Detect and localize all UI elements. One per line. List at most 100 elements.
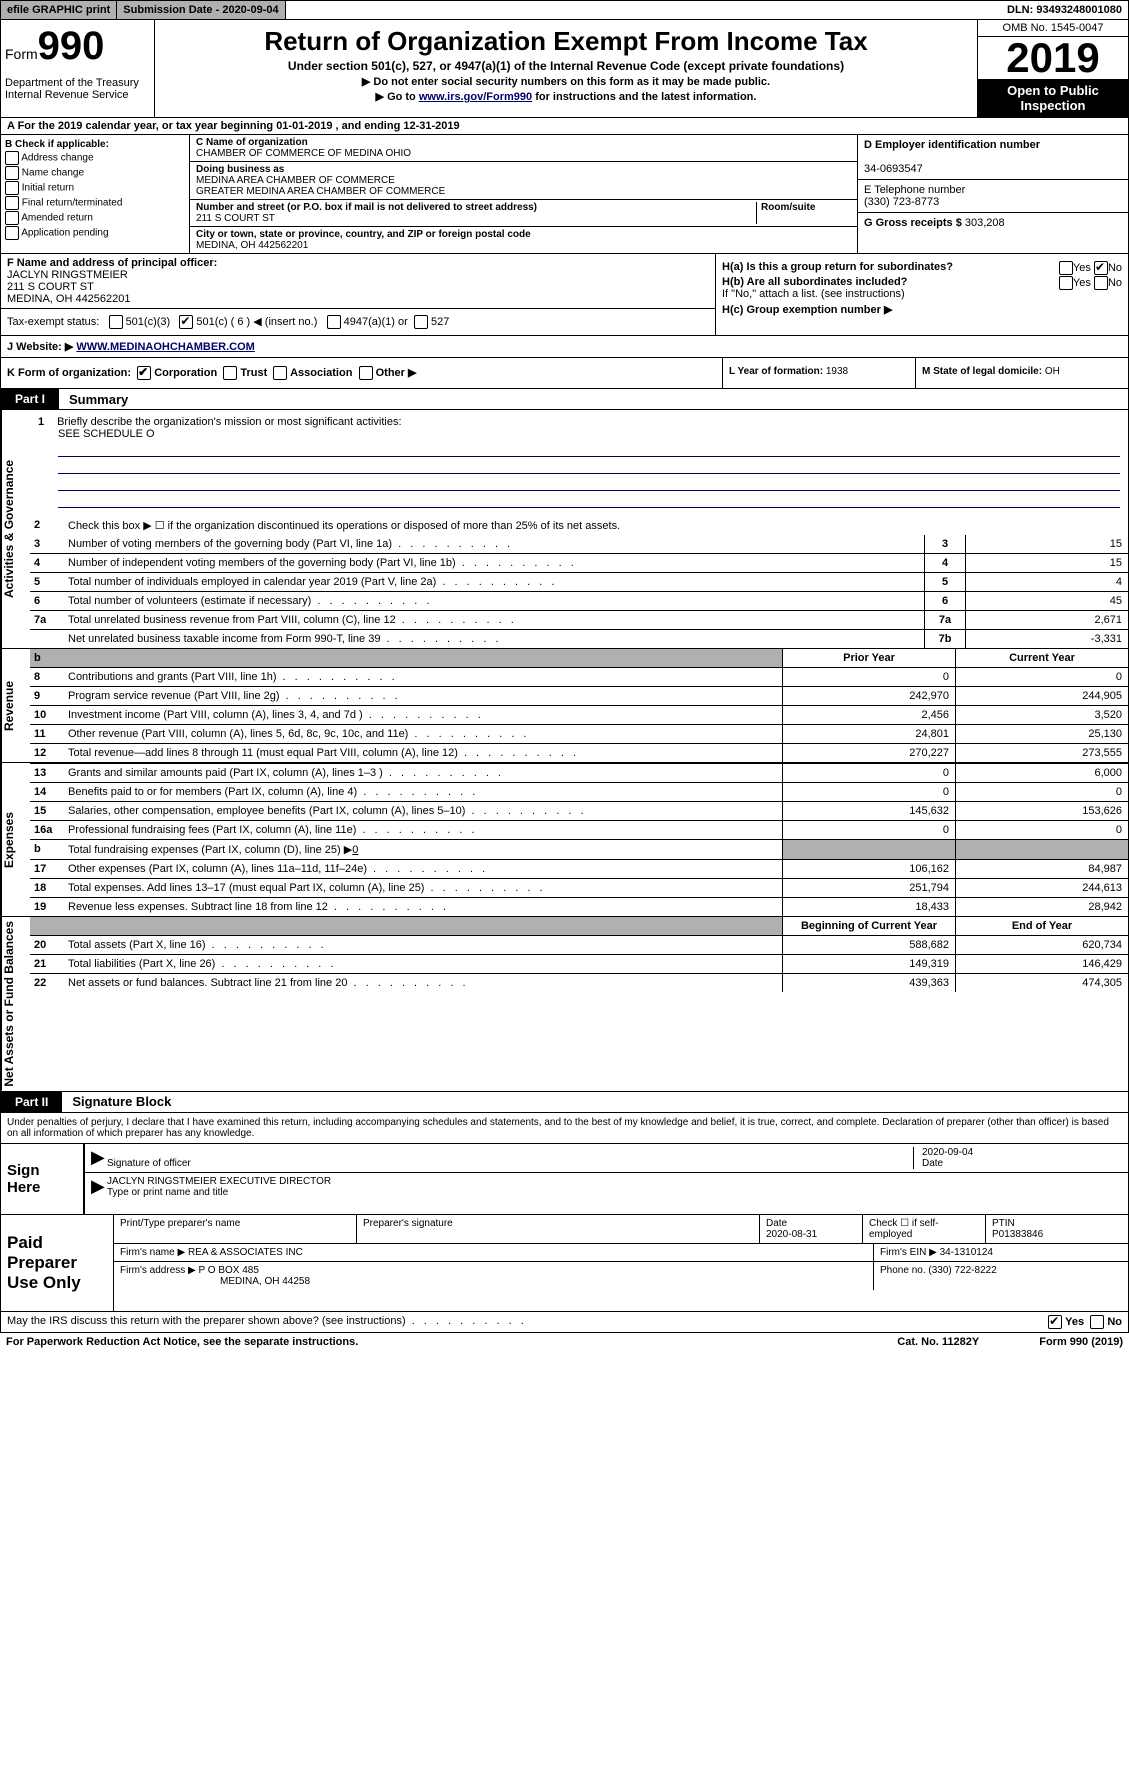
sign-here-label: Sign Here: [1, 1144, 85, 1214]
side-net-assets: Net Assets or Fund Balances: [1, 917, 30, 1091]
line-desc: Net unrelated business taxable income fr…: [64, 630, 924, 648]
part-2-tab: Part II: [1, 1092, 62, 1112]
footer: For Paperwork Reduction Act Notice, see …: [0, 1333, 1129, 1351]
current-year-value: 146,429: [955, 955, 1128, 973]
line-num: 14: [30, 783, 64, 801]
chk-label: Amended return: [21, 213, 93, 224]
submission-date-label: Submission Date -: [123, 4, 222, 16]
line-row: 13Grants and similar amounts paid (Part …: [30, 763, 1128, 782]
prior-year-value: 439,363: [782, 974, 955, 992]
line-row: 5Total number of individuals employed in…: [30, 572, 1128, 591]
line-desc: Grants and similar amounts paid (Part IX…: [64, 764, 782, 782]
line-value: 15: [965, 535, 1128, 553]
chk-501c[interactable]: [179, 315, 193, 329]
line-num: 10: [30, 706, 64, 724]
paid-preparer-section: Paid Preparer Use Only Print/Type prepar…: [0, 1215, 1129, 1312]
form-page: efile GRAPHIC print Submission Date - 20…: [0, 0, 1129, 1351]
chk-label: Application pending: [21, 228, 108, 239]
paperwork-notice: For Paperwork Reduction Act Notice, see …: [6, 1336, 358, 1348]
line-value: 15: [965, 554, 1128, 572]
officer-label: F Name and address of principal officer:: [7, 257, 217, 269]
ha-yes[interactable]: [1059, 261, 1073, 275]
chk-label: Final return/terminated: [22, 198, 123, 209]
line-row: 12Total revenue—add lines 8 through 11 (…: [30, 743, 1128, 762]
line-2: 2 Check this box ▶ ☐ if the organization…: [30, 516, 1128, 535]
line-num: 20: [30, 936, 64, 954]
part-2-title: Signature Block: [62, 1094, 171, 1109]
chk-application-pending[interactable]: Application pending: [5, 226, 185, 240]
org-name-label: C Name of organization: [196, 137, 851, 148]
part-1-title: Summary: [59, 392, 128, 407]
column-f-i: F Name and address of principal officer:…: [1, 254, 716, 335]
instructions-note: ▶ Go to www.irs.gov/Form990 for instruct…: [163, 90, 969, 103]
note2-pre: ▶ Go to: [376, 91, 419, 103]
line-ref: 3: [924, 535, 965, 553]
line-row: 4Number of independent voting members of…: [30, 553, 1128, 572]
form-number-box: Form990 Department of the Treasury Inter…: [1, 20, 155, 117]
side-governance: Activities & Governance: [1, 410, 30, 648]
hb-yes[interactable]: [1059, 276, 1073, 290]
firm-addr1: P O BOX 485: [199, 1265, 259, 1276]
side-revenue: Revenue: [1, 649, 30, 762]
line-row: 16aProfessional fundraising fees (Part I…: [30, 820, 1128, 839]
line-ref: 5: [924, 573, 965, 591]
subtitle: Under section 501(c), 527, or 4947(a)(1)…: [163, 59, 969, 73]
ha-no[interactable]: [1094, 261, 1108, 275]
officer-addr2: MEDINA, OH 442562201: [7, 293, 131, 305]
line-row: 10Investment income (Part VIII, column (…: [30, 705, 1128, 724]
self-emp-hdr: Check ☐ if self-employed: [863, 1215, 986, 1243]
hb-no[interactable]: [1094, 276, 1108, 290]
chk-initial-return[interactable]: Initial return: [5, 181, 185, 195]
line-num: 2: [30, 516, 64, 535]
prior-year-value: 106,162: [782, 860, 955, 878]
no-label: No: [1108, 277, 1122, 289]
line-desc: Total expenses. Add lines 13–17 (must eq…: [64, 879, 782, 897]
officer-name: JACLYN RINGSTMEIER: [7, 269, 128, 281]
line-num: 4: [30, 554, 64, 572]
chk-association[interactable]: [273, 366, 287, 380]
current-year-value: 153,626: [955, 802, 1128, 820]
chk-other[interactable]: [359, 366, 373, 380]
line-value: -3,331: [965, 630, 1128, 648]
line-num: 16a: [30, 821, 64, 839]
line-desc: Investment income (Part VIII, column (A)…: [64, 706, 782, 724]
form-word: Form: [5, 46, 38, 62]
chk-trust[interactable]: [223, 366, 237, 380]
sig-label: Signature of officer: [107, 1158, 191, 1169]
hb-note: If "No," attach a list. (see instruction…: [722, 288, 905, 300]
discuss-yes[interactable]: [1048, 1315, 1062, 1329]
efile-print-button[interactable]: efile GRAPHIC print: [1, 1, 117, 19]
h-c: H(c) Group exemption number ▶: [722, 303, 1122, 316]
gross-label: G Gross receipts $: [864, 217, 965, 229]
line-desc: Other expenses (Part IX, column (A), lin…: [64, 860, 782, 878]
city-label: City or town, state or province, country…: [196, 229, 851, 240]
sig-date: 2020-09-04Date: [913, 1147, 1122, 1169]
firm-addr-row: Firm's address ▶ P O BOX 485MEDINA, OH 4…: [114, 1262, 1128, 1290]
discuss-no[interactable]: [1090, 1315, 1104, 1329]
firm-name-cell: Firm's name ▶ REA & ASSOCIATES INC: [114, 1244, 874, 1261]
chk-final-return[interactable]: Final return/terminated: [5, 196, 185, 210]
chk-name-change[interactable]: Name change: [5, 166, 185, 180]
mission-label: Briefly describe the organization's miss…: [57, 416, 401, 428]
net-body: Beginning of Current Year End of Year 20…: [30, 917, 1128, 1091]
chk-501c3[interactable]: [109, 315, 123, 329]
chk-4947[interactable]: [327, 315, 341, 329]
line-num: 3: [30, 535, 64, 553]
chk-amended-return[interactable]: Amended return: [5, 211, 185, 225]
line-num: 15: [30, 802, 64, 820]
ein-value: 34-0693547: [864, 163, 923, 175]
chk-527[interactable]: [414, 315, 428, 329]
chk-label: Address change: [21, 153, 93, 164]
chk-corporation[interactable]: [137, 366, 151, 380]
website-link[interactable]: WWW.MEDINAOHCHAMBER.COM: [76, 341, 254, 353]
line-num: 5: [30, 573, 64, 591]
line-desc: Professional fundraising fees (Part IX, …: [64, 821, 782, 839]
instructions-link[interactable]: www.irs.gov/Form990: [419, 91, 532, 103]
date-hdr: Date: [766, 1218, 787, 1229]
ein-cell: D Employer identification number 34-0693…: [858, 135, 1128, 180]
block-bcd: B Check if applicable: Address change Na…: [0, 135, 1129, 254]
year-box: OMB No. 1545-0047 2019 Open to Public In…: [977, 20, 1128, 117]
chk-address-change[interactable]: Address change: [5, 151, 185, 165]
form-number: 990: [38, 24, 105, 68]
ptin: PTINP01383846: [986, 1215, 1128, 1243]
